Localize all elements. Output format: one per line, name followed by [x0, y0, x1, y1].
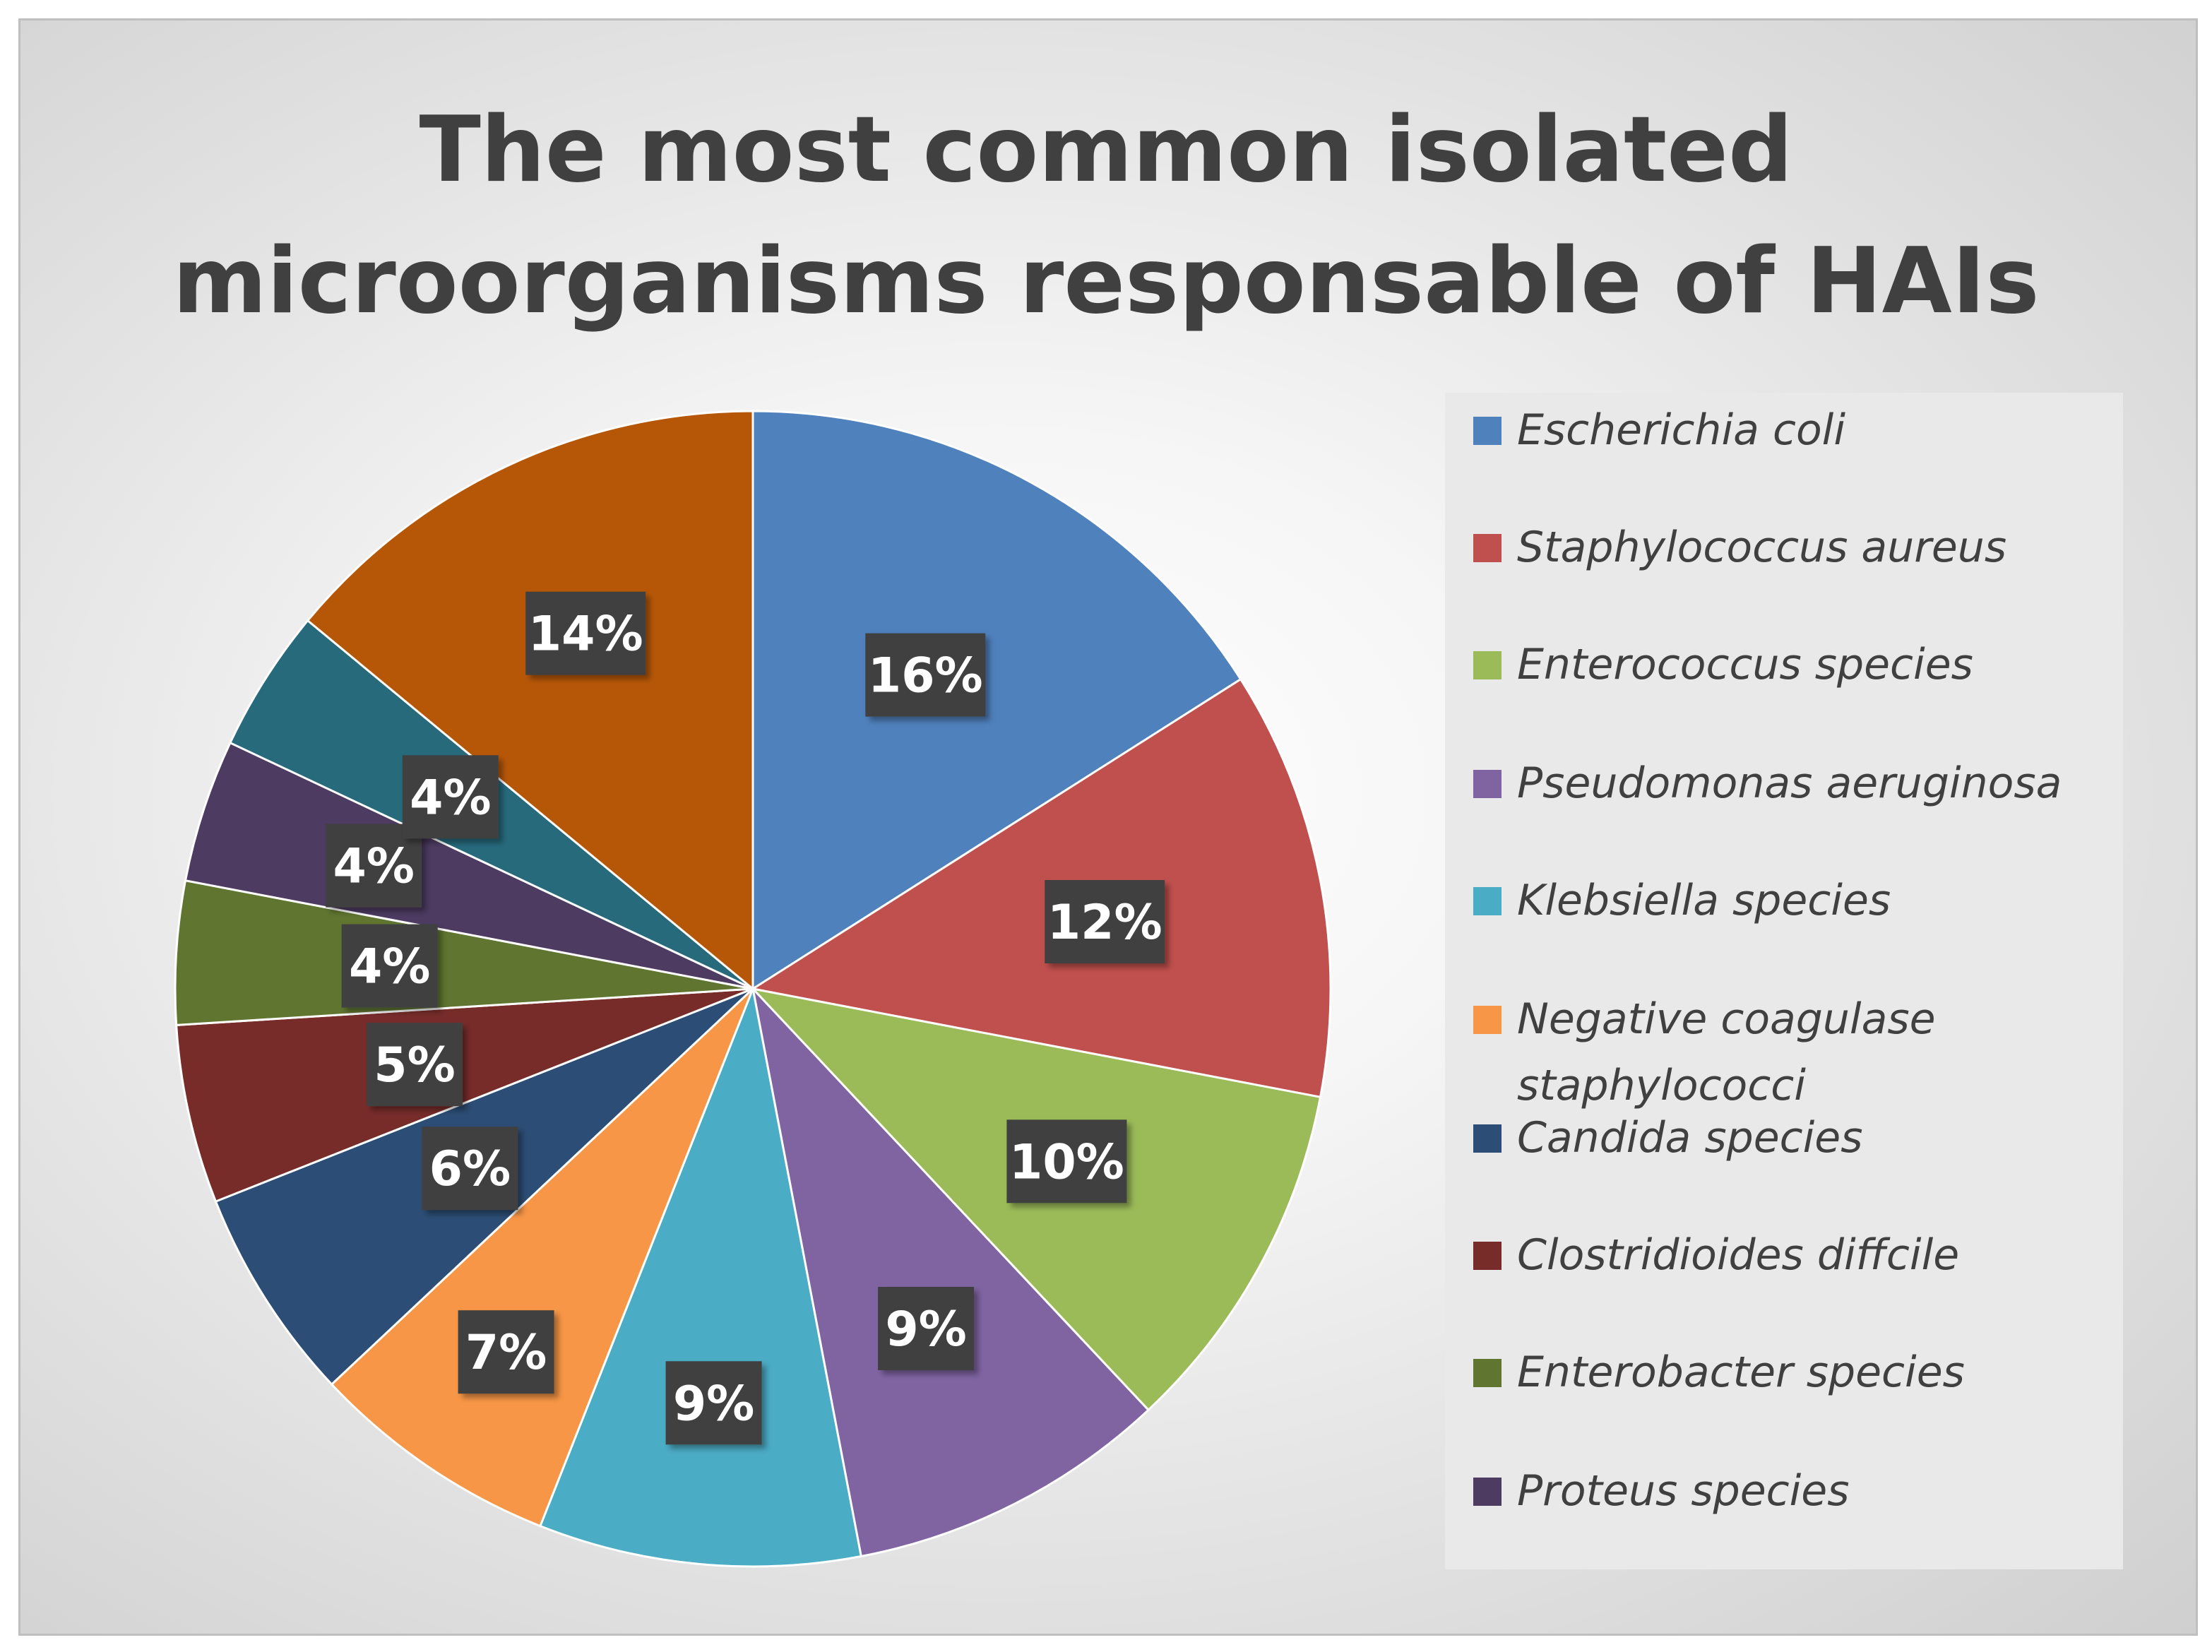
pie-slice-9	[184, 741, 754, 990]
data-label-box-10	[402, 755, 499, 839]
pie-slice-0	[751, 410, 1242, 991]
legend-swatch	[1473, 534, 1502, 562]
data-label-box-6	[422, 1127, 518, 1211]
data-label-box-0	[865, 633, 986, 717]
pie-slice-11	[306, 410, 754, 992]
data-label-text-0: 16%	[868, 648, 983, 704]
data-label-11: 14%	[525, 591, 646, 675]
legend-label: Enterobacter species	[1517, 1348, 1965, 1397]
data-label-text-5: 7%	[465, 1325, 547, 1381]
legend-swatch	[1473, 417, 1502, 445]
legend-swatch	[1473, 887, 1502, 915]
chart-title: The most common isolated microorganisms …	[172, 97, 2040, 334]
legend-label: Staphylococcus aureus	[1517, 523, 2007, 572]
data-label-box-2	[1006, 1119, 1127, 1204]
legend-swatch	[1473, 1242, 1502, 1270]
data-label-5: 7%	[458, 1310, 554, 1394]
data-label-box-11	[525, 591, 646, 675]
data-label-text-6: 6%	[429, 1141, 511, 1197]
data-label-text-8: 4%	[349, 939, 430, 995]
legend-label: Klebsiella species	[1517, 876, 1891, 925]
data-label-7: 5%	[367, 1023, 463, 1107]
legend-swatch	[1473, 1124, 1502, 1153]
data-label-3: 9%	[878, 1287, 975, 1370]
legend-label: Proteus species	[1517, 1466, 1850, 1516]
data-label-box-3	[878, 1287, 975, 1370]
legend-swatch	[1473, 1478, 1502, 1506]
data-label-text-9: 4%	[333, 839, 414, 895]
data-label-text-1: 12%	[1047, 895, 1163, 951]
data-label-1: 12%	[1045, 880, 1165, 963]
data-label-text-10: 4%	[410, 770, 491, 826]
data-label-box-5	[458, 1310, 554, 1394]
legend-label: Enterococcus species	[1517, 640, 1973, 689]
pie-slice-4	[538, 985, 863, 1568]
data-label-0: 16%	[865, 633, 986, 717]
pie-slice-3	[751, 985, 1150, 1558]
data-label-text-11: 14%	[528, 607, 643, 662]
data-label-box-8	[341, 924, 438, 1008]
pie-slice-8	[174, 879, 754, 1026]
pie-slice-7	[175, 987, 754, 1204]
legend-label: Clostridioides diffcile	[1517, 1230, 1960, 1280]
legend-swatch	[1473, 1006, 1502, 1034]
data-label-text-4: 9%	[673, 1376, 754, 1432]
legend-label: Escherichia coli	[1517, 405, 1845, 455]
pie-slices	[174, 410, 1332, 1568]
legend-label: Negative coagulase staphylococci	[1517, 994, 1936, 1110]
data-label-box-7	[367, 1023, 463, 1107]
legend-label: Candida species	[1517, 1113, 1863, 1163]
data-label-text-2: 10%	[1009, 1134, 1124, 1190]
legend-swatch	[1473, 770, 1502, 798]
data-label-4: 9%	[665, 1361, 762, 1445]
data-label-2: 10%	[1006, 1119, 1127, 1204]
data-label-box-1	[1045, 880, 1165, 963]
data-label-6: 6%	[422, 1127, 518, 1211]
data-labels: 16% 12% 10% 9% 9% 7% 6% 5% 4% 4% 4% 14%	[326, 591, 1165, 1445]
legend-swatch	[1473, 651, 1502, 679]
legend-swatch	[1473, 1359, 1502, 1387]
legend-label: Pseudomonas aeruginosa	[1517, 759, 2062, 808]
data-label-10: 4%	[402, 755, 499, 839]
data-label-box-4	[665, 1361, 762, 1445]
data-label-8: 4%	[341, 924, 438, 1008]
legend: Escherichia coli Staphylococcus aureus Ent…	[1445, 393, 2123, 1569]
data-label-text-3: 9%	[885, 1302, 966, 1357]
pie-slice-5	[330, 987, 754, 1528]
pie-slice-1	[749, 677, 1332, 1099]
data-label-text-7: 5%	[374, 1038, 455, 1093]
